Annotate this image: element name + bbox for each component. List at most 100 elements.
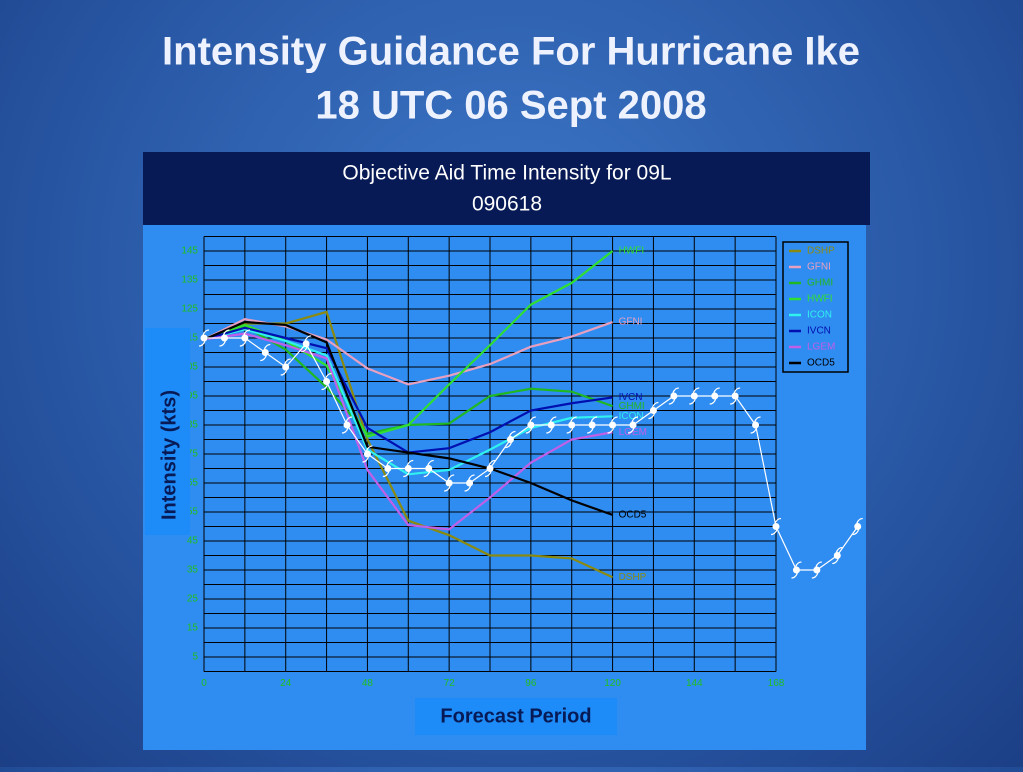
- symbol-arm: [730, 387, 741, 405]
- y-tick-label: 115: [182, 333, 198, 344]
- series-end-label: IVCN: [619, 392, 643, 403]
- chart-title: 090618: [472, 193, 542, 216]
- legend-label: IVCN: [807, 326, 831, 337]
- symbol-arm: [709, 387, 720, 405]
- hurricane-symbol: [444, 474, 455, 492]
- symbol-arm: [301, 335, 312, 353]
- hurricane-symbol: [648, 401, 659, 420]
- y-tick-label: 15: [187, 623, 199, 634]
- symbol-core: [547, 421, 555, 429]
- symbol-core: [670, 392, 678, 400]
- symbol-arm: [260, 343, 271, 362]
- y-label-box: [145, 328, 190, 535]
- x-tick-label: 24: [280, 678, 292, 689]
- y-tick-label: 85: [187, 420, 199, 431]
- legend-label: OCD5: [807, 358, 835, 369]
- hurricane-symbol: [546, 416, 557, 434]
- symbol-core: [527, 421, 535, 429]
- symbol-arm: [811, 561, 822, 579]
- symbol-arm: [791, 561, 802, 579]
- hurricane-symbol: [423, 459, 434, 478]
- symbol-core: [384, 465, 392, 472]
- hurricane-symbol: [198, 329, 210, 347]
- x-tick-label: 48: [362, 678, 374, 689]
- symbol-arm: [219, 329, 230, 347]
- hurricane-symbol: [587, 416, 598, 434]
- symbol-core: [241, 334, 249, 342]
- symbol-arm: [423, 459, 434, 478]
- symbol-arm: [770, 517, 782, 536]
- hurricane-symbol: [689, 387, 700, 405]
- hurricane-symbol: [464, 474, 475, 492]
- legend-label: ICON: [807, 310, 832, 321]
- symbol-core: [792, 566, 800, 574]
- symbol-arm: [464, 474, 475, 492]
- hurricane-symbol: [219, 329, 230, 347]
- symbol-core: [282, 363, 290, 371]
- legend-label: HWFI: [807, 294, 833, 305]
- symbol-arm: [239, 329, 250, 347]
- y-tick-label: 135: [181, 275, 198, 286]
- symbol-arm: [689, 387, 700, 405]
- legend-label: LGEM: [807, 342, 835, 353]
- hurricane-symbol: [791, 561, 802, 579]
- hurricane-symbol: [627, 416, 639, 434]
- symbol-arm: [525, 416, 536, 434]
- symbol-arm: [607, 416, 618, 434]
- symbol-arm: [198, 329, 210, 347]
- symbol-core: [466, 479, 474, 487]
- symbol-core: [200, 334, 208, 342]
- y-tick-label: 95: [187, 391, 199, 402]
- y-tick-label: 125: [181, 304, 198, 315]
- hurricane-symbol: [301, 335, 312, 353]
- series-end-label: GHMI: [619, 401, 645, 412]
- x-tick-label: 72: [444, 678, 456, 689]
- symbol-arm: [444, 474, 455, 492]
- hurricane-symbol: [341, 416, 353, 434]
- y-tick-label: 145: [181, 246, 198, 257]
- slide-subtitle: 18 UTC 06 Sept 2008: [315, 84, 706, 128]
- symbol-core: [588, 421, 596, 429]
- symbol-core: [506, 436, 514, 443]
- series-end-label: ICON: [619, 411, 644, 422]
- slide-title: Intensity Guidance For Hurricane Ike: [162, 30, 860, 74]
- symbol-arm: [403, 459, 414, 478]
- x-tick-label: 120: [604, 678, 621, 689]
- hurricane-symbol: [750, 416, 761, 434]
- series-end-label: OCD5: [619, 510, 647, 521]
- symbol-arm: [341, 416, 353, 434]
- hurricane-symbol: [607, 416, 618, 434]
- series-end-label: HWFI: [619, 246, 645, 257]
- symbol-core: [568, 421, 576, 429]
- symbol-core: [261, 349, 269, 356]
- symbol-arm: [750, 416, 761, 434]
- symbol-arm: [852, 517, 863, 536]
- symbol-core: [323, 378, 331, 385]
- symbol-arm: [362, 445, 373, 463]
- symbol-core: [486, 465, 494, 472]
- symbol-core: [629, 421, 637, 429]
- series-line: [203, 332, 613, 531]
- y-tick-label: 65: [187, 478, 199, 489]
- symbol-core: [690, 392, 698, 400]
- series-line: [203, 320, 613, 516]
- series-end-label: LGEM: [619, 427, 647, 438]
- symbol-core: [772, 523, 780, 530]
- symbol-arm: [627, 416, 639, 434]
- symbol-core: [343, 421, 351, 429]
- hurricane-symbol: [852, 517, 863, 536]
- series-end-label: GFNI: [619, 317, 643, 328]
- symbol-arm: [505, 430, 516, 449]
- symbol-arm: [321, 372, 332, 391]
- y-axis-label: Intensity (kts): [158, 390, 180, 520]
- symbol-arm: [382, 459, 393, 478]
- y-tick-label: 45: [187, 536, 199, 547]
- symbol-core: [404, 465, 412, 472]
- x-tick-label: 168: [768, 678, 785, 689]
- symbol-arm: [832, 546, 843, 565]
- hurricane-symbol: [362, 445, 373, 463]
- x-tick-label: 144: [686, 678, 703, 689]
- hurricane-symbol: [505, 430, 516, 449]
- symbol-core: [854, 523, 862, 530]
- hurricane-symbol: [321, 372, 332, 391]
